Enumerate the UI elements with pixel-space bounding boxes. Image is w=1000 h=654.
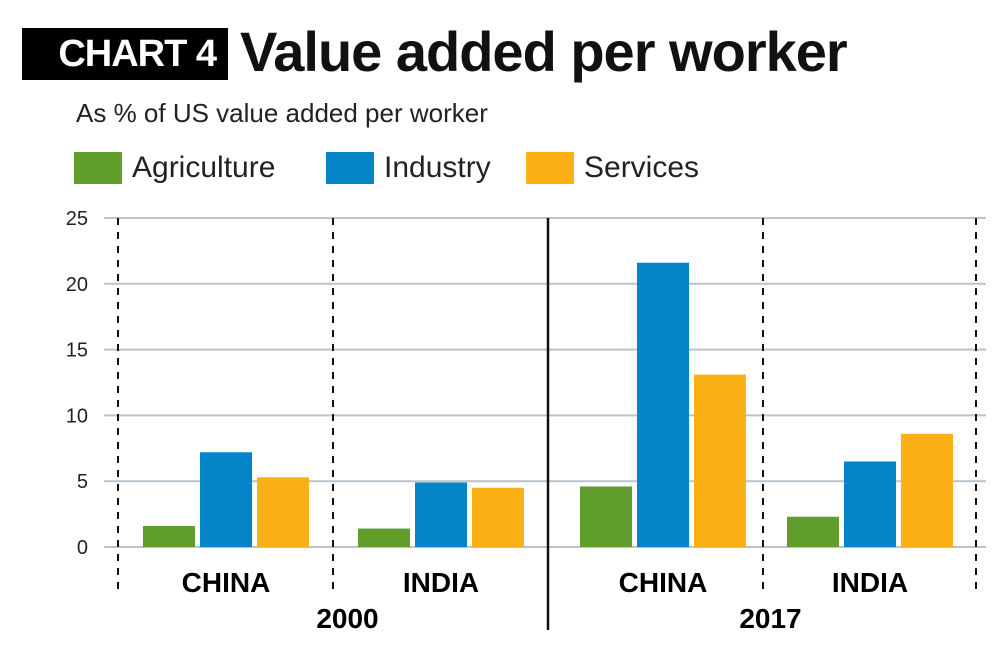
y-tick-label: 10 — [66, 405, 88, 427]
bar-2000-india-agriculture — [358, 528, 410, 547]
bar-2017-china-industry — [637, 262, 689, 547]
year-label: 2000 — [316, 603, 378, 634]
bar-2000-china-industry — [200, 452, 252, 547]
y-tick-label: 20 — [66, 274, 88, 296]
bar-2017-india-industry — [844, 461, 896, 547]
legend-label-industry: Industry — [384, 151, 491, 184]
y-tick-label: 15 — [66, 340, 88, 362]
bar-2000-india-services — [472, 487, 524, 547]
legend-swatch-services — [526, 152, 574, 184]
legend-label-agriculture: Agriculture — [132, 151, 276, 184]
y-tick-label: 0 — [77, 537, 88, 559]
bar-2017-india-services — [901, 433, 953, 547]
bar-2017-india-agriculture — [787, 516, 839, 547]
legend-swatch-industry — [326, 152, 374, 184]
bar-2017-china-agriculture — [580, 486, 632, 547]
chart-badge: CHART 4 — [22, 28, 228, 80]
bar-2017-china-services — [694, 374, 746, 547]
bar-2000-india-industry — [415, 482, 467, 547]
chart-title: Value added per worker — [240, 20, 848, 83]
legend-swatch-agriculture — [74, 152, 122, 184]
y-tick-label: 5 — [77, 471, 88, 493]
y-tick-label: 25 — [66, 208, 88, 230]
chart-subtitle: As % of US value added per worker — [76, 98, 488, 128]
legend-label-services: Services — [584, 151, 700, 184]
bar-2000-china-services — [257, 477, 309, 547]
category-label: INDIA — [403, 567, 479, 598]
category-label: INDIA — [832, 567, 908, 598]
category-label: CHINA — [619, 567, 708, 598]
category-label: CHINA — [182, 567, 271, 598]
year-label: 2017 — [739, 603, 801, 634]
bar-2000-china-agriculture — [143, 525, 195, 547]
